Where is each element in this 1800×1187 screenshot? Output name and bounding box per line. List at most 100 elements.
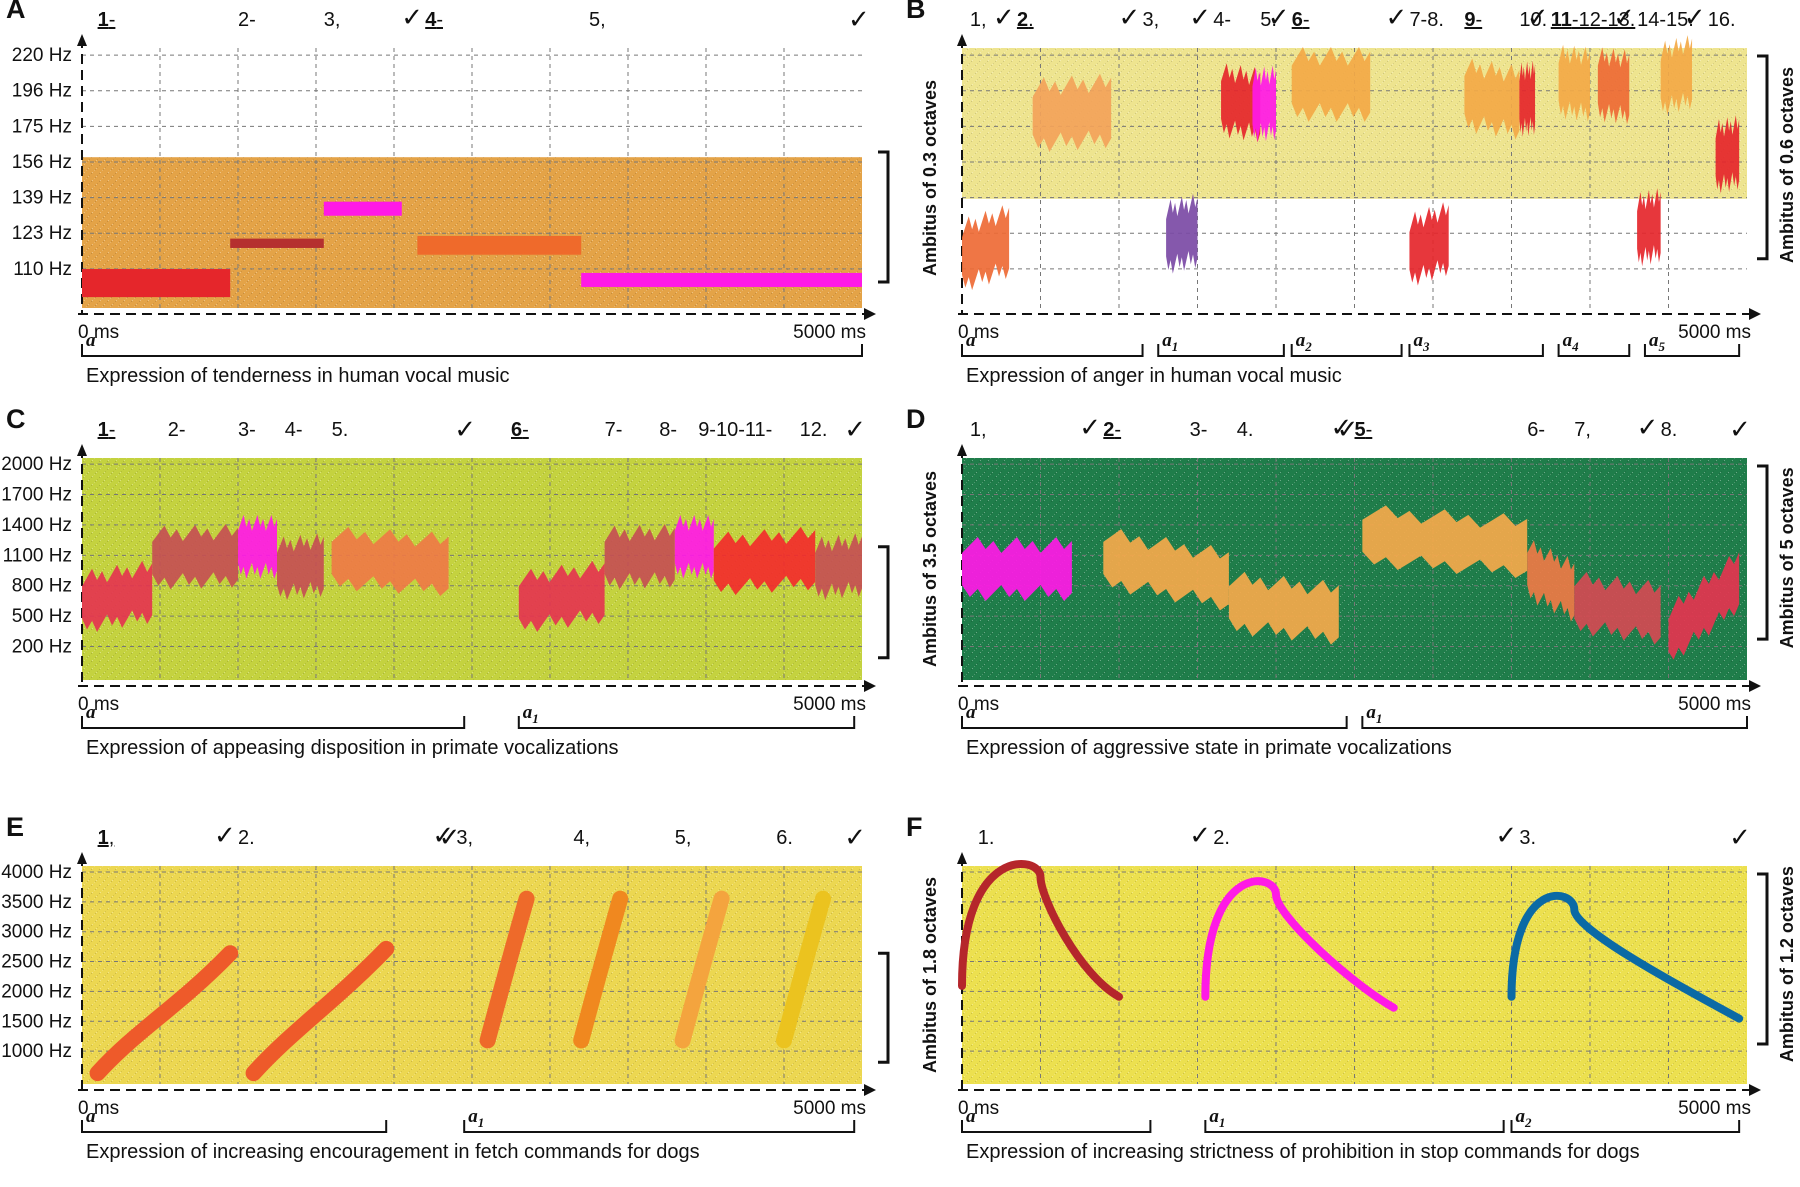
- segment-number: 6: [1527, 419, 1538, 441]
- segment-number: 9: [1464, 9, 1475, 31]
- series-blob: [331, 526, 449, 597]
- segment-punct: .: [1438, 9, 1444, 31]
- x-end-label: 5000 ms: [1678, 322, 1751, 343]
- segment-label: 3-: [1190, 419, 1208, 441]
- series-blob: [1527, 540, 1575, 622]
- segment-punct: -: [1366, 419, 1373, 441]
- checkmark: ✓: [1268, 2, 1290, 32]
- x-axis-arrow: [864, 308, 876, 320]
- segment-label: 11-12-13.: [1551, 9, 1636, 31]
- y-axis-arrow: [957, 852, 967, 864]
- series-segment: [82, 269, 231, 298]
- checkmark: ✓: [1729, 414, 1751, 444]
- x-end-label: 5000 ms: [793, 322, 866, 343]
- series-arc: [958, 859, 1123, 1001]
- segment-number: 14-15: [1637, 9, 1688, 31]
- series-segment: [581, 272, 862, 287]
- series-blob: [1221, 63, 1261, 143]
- segment-number: 3: [1143, 9, 1154, 31]
- section-sub: 4: [1571, 339, 1579, 354]
- series-segment: [230, 238, 324, 248]
- section-bracket: [1204, 1120, 1505, 1133]
- section-name: a: [86, 1106, 96, 1127]
- checkmark: ✓: [1337, 414, 1359, 444]
- segment-punct: -: [1476, 9, 1483, 31]
- section-name: a: [468, 1106, 478, 1127]
- series-blob: [1637, 188, 1661, 267]
- segment-label: 1,: [970, 419, 987, 441]
- series-blob: [1291, 46, 1371, 122]
- section-label: a1: [1209, 1106, 1225, 1130]
- segment-number: 11: [1551, 9, 1572, 31]
- x-axis-arrow: [1749, 308, 1761, 320]
- ambitus-left-label: Ambitus of 3.5 octaves: [920, 471, 940, 667]
- section-name: a: [1366, 702, 1376, 723]
- segment-number: 3: [324, 9, 335, 31]
- segment-punct: -: [522, 419, 529, 441]
- section-name: a: [1649, 330, 1659, 351]
- section-sub: 1: [1172, 339, 1179, 354]
- x-end-label: 5000 ms: [1678, 1098, 1751, 1119]
- segment-punct: -: [109, 419, 116, 441]
- series-curve: [674, 890, 730, 1049]
- ambitus-right-label: Ambitus of 0.6 octaves: [1777, 67, 1797, 263]
- section-label: a2: [1296, 330, 1313, 354]
- segment-number: 7-8: [1409, 9, 1438, 31]
- segment-punct: ,: [109, 827, 115, 849]
- segment-number: 1: [978, 827, 989, 849]
- segment-punct: .: [1028, 9, 1034, 31]
- segment-label: 16.: [1708, 9, 1736, 31]
- segment-number: 2: [238, 827, 249, 849]
- panel-caption: Expression of increasing encouragement i…: [86, 1141, 700, 1163]
- segment-number: 4: [1237, 419, 1248, 441]
- series-curve: [776, 890, 831, 1049]
- y-axis-arrow: [77, 852, 87, 864]
- section-bracket: [1361, 716, 1748, 729]
- section-name: a: [86, 330, 96, 351]
- series-blob: [604, 524, 675, 590]
- section-name: a: [966, 702, 976, 723]
- series-curve: [479, 890, 535, 1049]
- section-label: a1: [523, 702, 539, 726]
- segment-punct: -: [670, 419, 677, 441]
- segment-punct: ,: [1585, 419, 1591, 441]
- panel-b: B0 ms 5000 ms1, ✓ 2. ✓ 3, ✓ 4- 5.✓ 6- ✓ 7-8. 9- 10.✓ 1…: [906, 0, 1797, 387]
- segment-label: 3.: [1519, 827, 1536, 849]
- section-sub: 1: [478, 1115, 485, 1130]
- y-tick-label: 4000 Hz: [1, 862, 72, 883]
- checkmark: ✓: [401, 2, 423, 32]
- checkmark: ✓: [844, 414, 866, 444]
- segment-label: 2.: [238, 827, 255, 849]
- y-tick-label: 1700 Hz: [1, 484, 72, 505]
- segment-label: 8.: [1661, 419, 1678, 441]
- segment-label: 5-: [1355, 419, 1373, 441]
- x-end-label: 5000 ms: [793, 694, 866, 715]
- panel-c: C 2000 Hz 1700 Hz 1400 Hz 1100 Hz 800 Hz 500 H…: [1, 404, 890, 759]
- panel-caption: Expression of increasing strictness of p…: [966, 1141, 1640, 1163]
- section-name: a: [523, 702, 533, 723]
- segment-label: 4-: [425, 9, 443, 31]
- series-blob: [238, 514, 277, 579]
- checkmark: ✓: [1189, 820, 1211, 850]
- series-blob: [1228, 571, 1339, 645]
- segment-punct: -: [1201, 419, 1208, 441]
- x-end-label: 5000 ms: [793, 1098, 866, 1119]
- x-start-label: 0 ms: [78, 322, 119, 343]
- section-name: a: [86, 702, 96, 723]
- y-tick-label: 139 Hz: [12, 188, 72, 209]
- segment-punct: ,: [335, 9, 341, 31]
- series-blob: [1715, 115, 1740, 194]
- section-name: a: [1296, 330, 1306, 351]
- segment-number: 1: [98, 419, 109, 441]
- y-tick-label: 175 Hz: [12, 116, 72, 137]
- section-label: a1: [1366, 702, 1382, 726]
- segment-label: 8-: [659, 419, 677, 441]
- y-tick-label: 196 Hz: [12, 81, 72, 102]
- segment-punct: ,: [600, 9, 606, 31]
- x-start-label: 0 ms: [958, 1098, 999, 1119]
- section-bracket: [81, 1120, 388, 1133]
- section-bracket: [81, 344, 863, 357]
- segment-number: 12: [800, 419, 822, 441]
- y-tick-label: 123 Hz: [12, 223, 72, 244]
- segment-punct: .: [822, 419, 828, 441]
